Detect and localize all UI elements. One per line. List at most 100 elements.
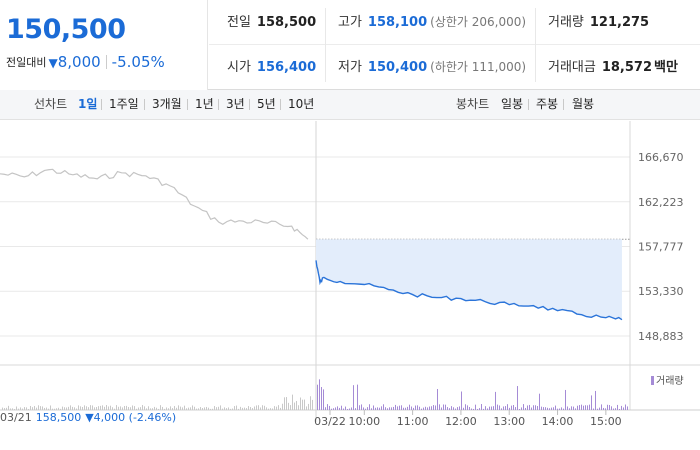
volume-bar bbox=[112, 407, 113, 410]
volume-bar bbox=[467, 405, 468, 410]
tab-1week[interactable]: 1주일 bbox=[109, 97, 139, 111]
column-divider bbox=[535, 8, 536, 82]
volume-bar bbox=[140, 407, 141, 410]
volume-bar bbox=[469, 407, 470, 410]
volume-bar bbox=[433, 405, 434, 410]
x-tick-label: 03/22 bbox=[314, 415, 346, 428]
stat-value: 18,572 bbox=[601, 60, 653, 75]
volume-bar bbox=[268, 408, 269, 410]
tab-10year[interactable]: 10년 bbox=[288, 97, 315, 111]
volume-bar bbox=[579, 405, 580, 410]
volume-bar bbox=[88, 407, 89, 410]
volume-bar bbox=[483, 408, 484, 410]
volume-bar bbox=[106, 405, 107, 410]
tab-1year[interactable]: 1년 bbox=[195, 97, 214, 111]
stat-label: 거래대금 bbox=[548, 60, 596, 75]
volume-bar bbox=[110, 405, 111, 410]
tab-1day[interactable]: 1일 bbox=[78, 97, 98, 111]
volume-bar bbox=[286, 397, 287, 410]
volume-bar bbox=[244, 407, 245, 410]
change-value: 8,000 bbox=[57, 53, 101, 71]
stats-row-2: 시가 156,400 저가 150,400 (하한가 111,000) 거래대금 18,… bbox=[209, 45, 700, 90]
x-tick-label: 11:00 bbox=[397, 415, 429, 428]
volume-bar bbox=[150, 408, 151, 410]
volume-bar bbox=[553, 407, 554, 410]
volume-bar bbox=[583, 405, 584, 410]
volume-bar bbox=[98, 406, 99, 410]
volume-bar bbox=[144, 406, 145, 410]
volume-bar bbox=[264, 405, 265, 410]
tab-monthly-candle[interactable]: 월봉 bbox=[572, 97, 595, 111]
volume-bar bbox=[545, 407, 546, 410]
volume-bar bbox=[477, 408, 478, 410]
volume-bar bbox=[619, 408, 620, 410]
stat-label: 고가 bbox=[338, 15, 362, 30]
current-price: 150,500 bbox=[6, 14, 126, 45]
volume-bar bbox=[226, 408, 227, 410]
divider bbox=[101, 99, 102, 110]
volume-bar bbox=[92, 405, 93, 410]
volume-bar bbox=[399, 405, 400, 410]
volume-bar bbox=[222, 408, 223, 410]
volume-bar bbox=[16, 406, 17, 410]
volume-bar bbox=[210, 408, 211, 410]
volume-bar bbox=[214, 406, 215, 410]
y-tick-label: 162,223 bbox=[638, 196, 684, 209]
volume-bar bbox=[102, 405, 103, 410]
volume-bar bbox=[230, 408, 231, 410]
change-rate: -5.05% bbox=[111, 53, 165, 71]
volume-bar bbox=[591, 395, 592, 410]
volume-bar bbox=[441, 407, 442, 410]
volume-bar bbox=[351, 407, 352, 410]
volume-bar bbox=[443, 404, 444, 410]
volume-bar bbox=[20, 407, 21, 410]
volume-bar bbox=[439, 404, 440, 410]
volume-bar bbox=[471, 408, 472, 410]
volume-bar bbox=[308, 403, 309, 410]
volume-bar bbox=[505, 406, 506, 410]
volume-bar bbox=[90, 405, 91, 410]
down-arrow-icon: ▼ bbox=[48, 56, 58, 70]
volume-bar bbox=[371, 408, 372, 410]
volume-bar bbox=[206, 406, 207, 410]
tab-5year[interactable]: 5년 bbox=[257, 97, 276, 111]
tab-weekly-candle[interactable]: 주봉 bbox=[536, 97, 559, 111]
volume-bar bbox=[80, 406, 81, 410]
volume-bar bbox=[495, 391, 496, 410]
volume-bar bbox=[383, 404, 384, 410]
volume-bar bbox=[609, 404, 610, 410]
volume-bar bbox=[310, 396, 311, 410]
x-tick-label: 12:00 bbox=[445, 415, 477, 428]
volume-bar bbox=[543, 407, 544, 410]
x-tick-label: 10:00 bbox=[348, 415, 380, 428]
volume-bar bbox=[517, 386, 518, 410]
volume-bar bbox=[333, 408, 334, 410]
stat-open: 시가 156,400 bbox=[227, 45, 316, 90]
volume-bar bbox=[260, 407, 261, 410]
divider bbox=[563, 99, 564, 110]
divider bbox=[249, 99, 250, 110]
stat-low: 저가 150,400 (하한가 111,000) bbox=[338, 45, 526, 90]
volume-bar bbox=[236, 405, 237, 410]
volume-bar bbox=[331, 408, 332, 410]
tab-3month[interactable]: 3개월 bbox=[152, 97, 182, 111]
volume-bar bbox=[288, 402, 289, 410]
tab-daily-candle[interactable]: 일봉 bbox=[501, 97, 524, 111]
volume-bar bbox=[603, 407, 604, 410]
volume-bar bbox=[487, 408, 488, 410]
stat-value: 158,500 bbox=[256, 15, 317, 30]
volume-bar bbox=[527, 405, 528, 410]
volume-bar bbox=[68, 406, 69, 410]
volume-bar bbox=[276, 406, 277, 410]
volume-bar bbox=[323, 389, 324, 410]
tab-3year[interactable]: 3년 bbox=[226, 97, 245, 111]
period-bar: 선차트 1일 1주일 3개월 1년 3년 5년 10년 봉차트 일봉 주봉 월봉 bbox=[0, 90, 700, 120]
change-row: 전일대비 ▼8,000 -5.05% bbox=[6, 53, 165, 71]
stat-label: 거래량 bbox=[548, 15, 584, 30]
volume-bar bbox=[571, 406, 572, 410]
volume-bar bbox=[42, 406, 43, 410]
volume-bar bbox=[405, 407, 406, 410]
stat-value: 156,400 bbox=[256, 60, 317, 75]
volume-bar bbox=[284, 397, 285, 410]
volume-bar bbox=[601, 404, 602, 410]
